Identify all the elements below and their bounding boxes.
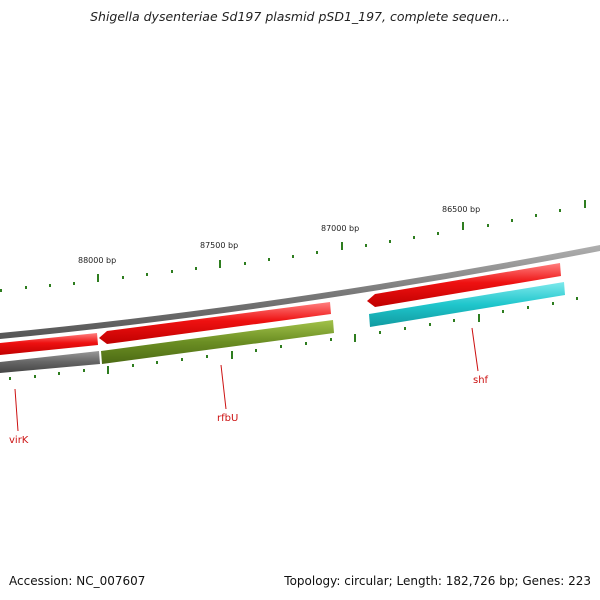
gene-arrow-red-middle[interactable] (99, 302, 331, 344)
gene-arrow-olive-rfbu[interactable] (101, 320, 334, 364)
gene-arrow-red-virk[interactable] (0, 333, 98, 355)
gene-arrow-cyan-shf[interactable] (369, 282, 565, 327)
topology-summary: Topology: circular; Length: 182,726 bp; … (284, 574, 591, 588)
gene-arrow-gray[interactable] (0, 351, 100, 373)
ruler-label-86500: 86500 bp (442, 205, 480, 214)
ruler-label-88000: 88000 bp (78, 256, 116, 265)
gene-label-virk[interactable]: virK (9, 435, 29, 446)
gene-arrow-red-right[interactable] (367, 263, 561, 307)
gene-label-rfbu[interactable]: rfbU (217, 413, 238, 424)
accession-text: Accession: NC_007607 (9, 574, 146, 588)
plasmid-backbone (0, 245, 600, 339)
map-title: Shigella dysenteriae Sd197 plasmid pSD1_… (90, 9, 510, 24)
outer-ruler-ticks (0, 200, 586, 292)
ruler-label-87500: 87500 bp (200, 241, 238, 250)
leader-line-virk (14, 388, 19, 432)
leader-line-rfbu (220, 364, 227, 410)
gene-label-shf[interactable]: shf (473, 375, 489, 386)
ruler-label-87000: 87000 bp (321, 224, 359, 233)
leader-line-shf (471, 327, 479, 372)
inner-ruler-ticks (9, 297, 578, 380)
